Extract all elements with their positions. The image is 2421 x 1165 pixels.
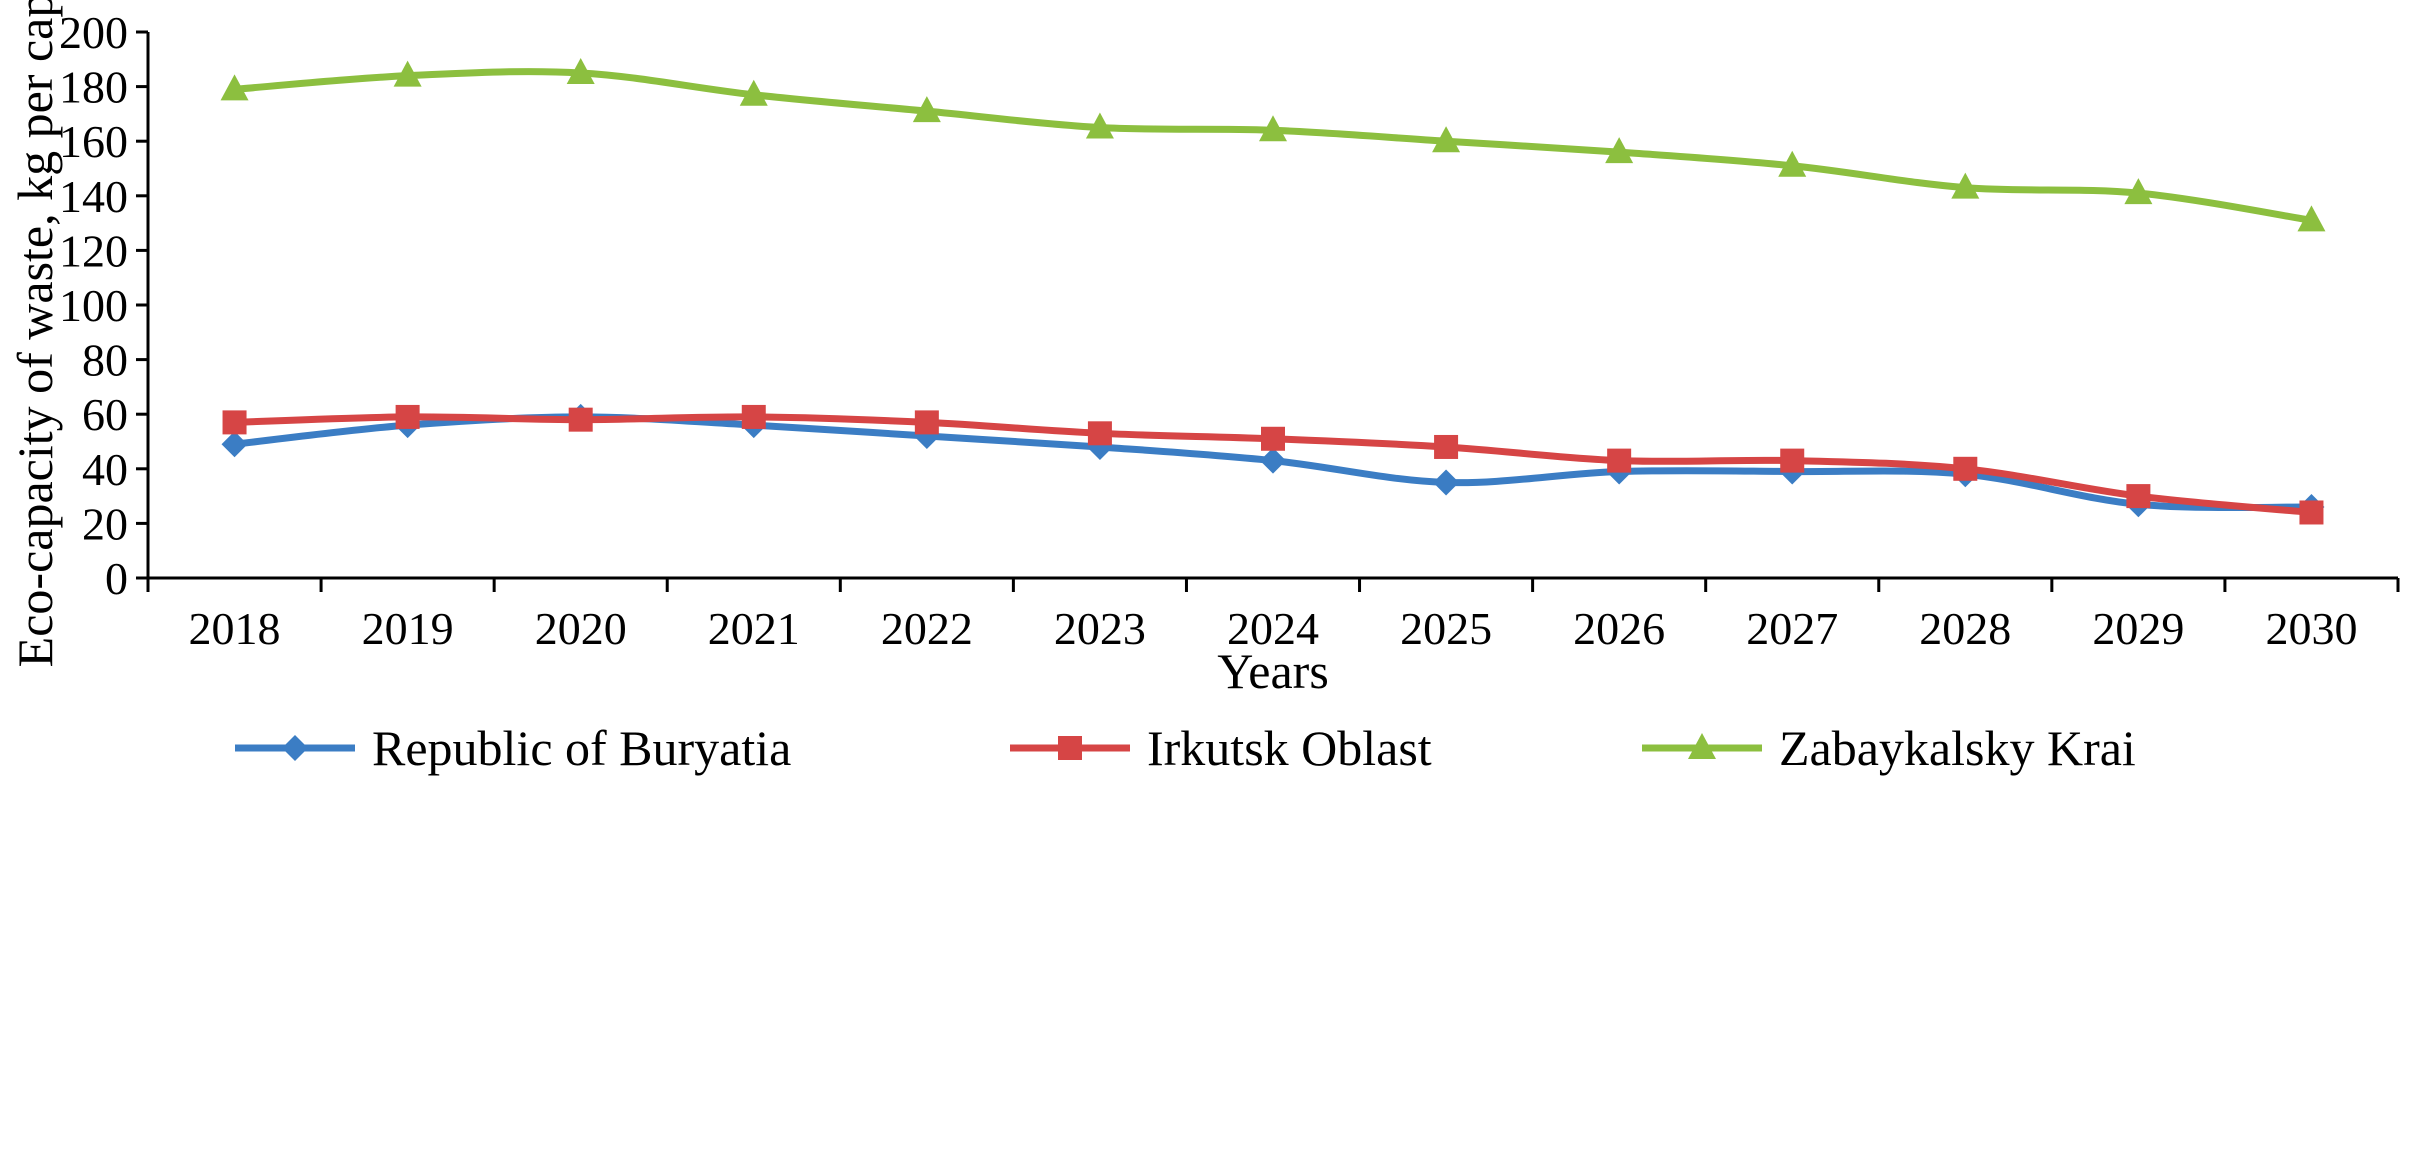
data-point-diamond xyxy=(1260,447,1286,474)
x-tick-label: 2019 xyxy=(362,603,454,654)
data-point-square xyxy=(2299,500,2324,525)
y-tick-label: 120 xyxy=(59,225,128,276)
y-tick-label: 180 xyxy=(59,62,128,113)
y-tick-label: 60 xyxy=(82,389,128,440)
series-line xyxy=(231,68,2315,224)
legend-marker-triangle xyxy=(1688,733,1716,759)
legend-entry: Republic of Buryatia xyxy=(235,720,791,776)
data-point-triangle xyxy=(1951,172,1980,199)
legend-entry: Zabaykalsky Krai xyxy=(1642,720,2136,776)
x-tick-label: 2026 xyxy=(1573,603,1665,654)
data-point-square xyxy=(1261,426,1285,451)
data-point-triangle xyxy=(1778,150,1807,177)
axes xyxy=(146,32,2398,580)
data-point-triangle xyxy=(1259,115,1287,142)
data-point-triangle xyxy=(220,74,249,101)
data-point-triangle xyxy=(393,60,422,87)
x-tick-label: 2018 xyxy=(189,603,281,654)
data-point-triangle xyxy=(1432,126,1461,153)
y-tick-label: 100 xyxy=(59,280,128,331)
x-tick-label: 2030 xyxy=(2265,603,2357,654)
data-point-square xyxy=(914,410,939,435)
data-point-triangle xyxy=(1605,137,1634,164)
series-layer xyxy=(220,57,2326,525)
data-point-triangle xyxy=(912,96,941,123)
data-point-square xyxy=(1087,421,1112,446)
y-tick-label: 160 xyxy=(59,116,128,167)
series-square xyxy=(222,404,2324,525)
y-tick-label: 140 xyxy=(59,171,128,222)
x-tick-label: 2029 xyxy=(2092,603,2184,654)
data-point-triangle xyxy=(739,79,768,106)
x-tick-label: 2023 xyxy=(1054,603,1146,654)
data-point-square xyxy=(1434,434,1459,459)
x-tick-label: 2021 xyxy=(708,603,800,654)
y-tick-label: 80 xyxy=(82,335,128,386)
legend-marker-diamond xyxy=(282,735,308,761)
data-point-square xyxy=(741,404,766,429)
data-point-square xyxy=(1607,448,1632,473)
y-axis-title: Eco-capacity of waste, kg per capita xyxy=(7,0,63,667)
data-point-square xyxy=(1953,456,1978,481)
data-point-square xyxy=(1780,448,1805,473)
data-point-triangle xyxy=(2297,205,2326,232)
x-tick-label: 2024 xyxy=(1227,603,1319,654)
y-tick-label: 200 xyxy=(59,7,128,58)
legend-label: Republic of Buryatia xyxy=(372,720,791,776)
x-tick-label: 2020 xyxy=(535,603,627,654)
data-point-square xyxy=(2126,484,2151,509)
data-point-diamond xyxy=(221,431,248,458)
data-point-square xyxy=(395,404,420,429)
data-point-triangle xyxy=(566,57,595,84)
data-point-square xyxy=(222,410,247,435)
data-point-diamond xyxy=(1433,469,1460,496)
x-axis-ticks: 2018 2019 2020 2021 2022 2023 2024 2025 2026 2027… xyxy=(146,578,2400,654)
legend-label: Zabaykalsky Krai xyxy=(1779,720,2136,776)
data-point-triangle xyxy=(2124,178,2153,205)
x-tick-label: 2028 xyxy=(1919,603,2011,654)
x-axis-title: Years xyxy=(1217,643,1329,699)
x-tick-label: 2022 xyxy=(881,603,973,654)
legend-label: Irkutsk Oblast xyxy=(1147,720,1432,776)
legend: Republic of Buryatia Irkutsk Oblast Zabayk… xyxy=(235,720,2136,776)
y-tick-label: 40 xyxy=(82,444,128,495)
legend-marker-square xyxy=(1058,736,1082,760)
data-point-triangle xyxy=(1085,112,1114,139)
x-tick-label: 2027 xyxy=(1746,603,1838,654)
series-triangle xyxy=(220,57,2326,232)
legend-entry: Irkutsk Oblast xyxy=(1010,720,1432,776)
data-point-square xyxy=(568,407,593,432)
x-tick-label: 2025 xyxy=(1400,603,1492,654)
y-tick-label: 20 xyxy=(82,498,128,549)
y-tick-label: 0 xyxy=(105,553,128,604)
